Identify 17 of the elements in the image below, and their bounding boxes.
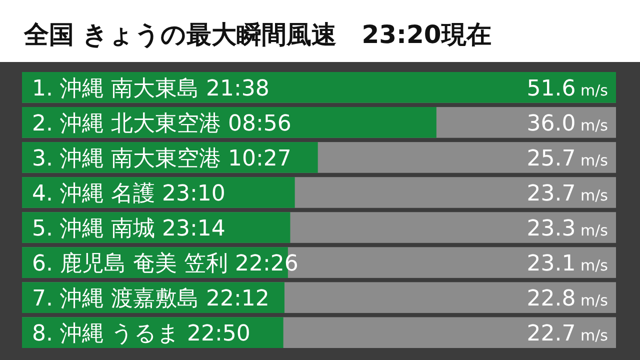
data-label: 23.3 m/s (526, 216, 608, 242)
y-tick-label: 4. 沖縄 名護 23:10 (32, 181, 226, 206)
data-label: 51.6 m/s (526, 76, 608, 102)
data-label: 23.1 m/s (526, 252, 608, 277)
y-tick-label: 8. 沖縄 うるま 22:50 (32, 322, 250, 347)
y-tick-label: 1. 沖縄 南大東島 21:38 (32, 76, 270, 102)
y-tick-label: 7. 沖縄 渡嘉敷島 22:12 (32, 286, 270, 312)
y-tick-label: 5. 沖縄 南城 23:14 (32, 216, 226, 242)
data-label: 22.7 m/s (526, 322, 608, 347)
data-label: 25.7 m/s (526, 146, 608, 172)
y-tick-label: 6. 鹿児島 奄美 笠利 22:26 (32, 252, 298, 277)
y-tick-label: 3. 沖縄 南大東空港 10:27 (32, 146, 292, 172)
data-label: 22.8 m/s (526, 286, 608, 312)
y-tick-label: 2. 沖縄 北大東空港 08:56 (32, 111, 292, 136)
data-label: 23.7 m/s (526, 181, 608, 206)
chart-title: 全国 きょうの最大瞬間風速 23:20現在 (23, 20, 492, 49)
data-label: 36.0 m/s (526, 111, 608, 136)
